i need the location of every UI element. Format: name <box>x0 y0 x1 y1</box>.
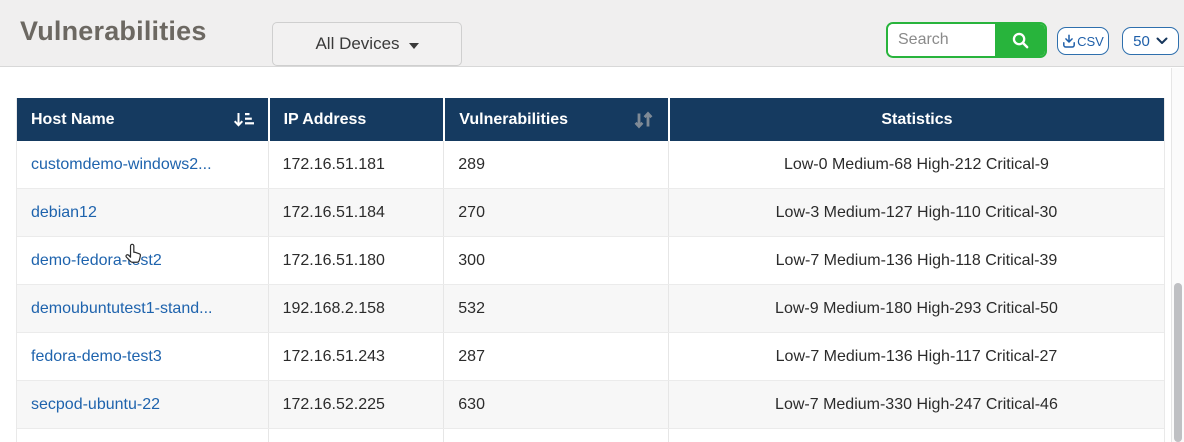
host-name-link[interactable]: demo-fedora-test2 <box>31 251 162 269</box>
ip-address-cell: 172.16.51.181 <box>267 141 444 188</box>
csv-export-button[interactable]: CSV <box>1057 27 1109 55</box>
caret-down-icon <box>408 42 419 49</box>
column-header-ip-address[interactable]: IP Address <box>267 98 444 141</box>
host-name-link[interactable]: debian12 <box>31 203 97 221</box>
vertical-scrollbar-track[interactable] <box>1171 68 1184 442</box>
csv-button-label: CSV <box>1077 33 1104 49</box>
vertical-scrollbar-thumb[interactable] <box>1174 283 1182 442</box>
vulnerabilities-table: Host Name IP Address Vulnerabilities <box>16 98 1165 442</box>
host-name-link[interactable]: demoubuntutest1-stand... <box>31 299 213 317</box>
table-row: secpod-ubuntu-22 172.16.52.225 630 Low-7… <box>17 381 1164 429</box>
ip-address-cell: 192.168.2.158 <box>267 285 444 332</box>
column-label: IP Address <box>283 110 367 128</box>
device-filter-dropdown[interactable]: All Devices <box>272 22 462 66</box>
ip-address-cell: 172.16.51.243 <box>267 333 444 380</box>
chevron-down-icon <box>1156 37 1168 45</box>
vulnerability-count-cell: 300 <box>443 237 668 284</box>
page-size-dropdown[interactable]: 50 <box>1122 27 1179 55</box>
device-filter-label: All Devices <box>315 34 400 53</box>
column-label: Host Name <box>31 110 115 128</box>
column-header-statistics: Statistics <box>667 98 1164 141</box>
host-name-link[interactable]: customdemo-windows2... <box>31 155 212 173</box>
search-input[interactable] <box>888 24 995 56</box>
table-row-partial <box>17 429 1164 442</box>
page-size-value: 50 <box>1133 32 1150 50</box>
table-body: customdemo-windows2... 172.16.51.181 289… <box>17 141 1164 442</box>
search-icon <box>1011 31 1030 50</box>
search-group <box>886 22 1047 58</box>
table-row: customdemo-windows2... 172.16.51.181 289… <box>17 141 1164 189</box>
vulnerability-count-cell: 532 <box>443 285 668 332</box>
ip-address-cell: 172.16.51.180 <box>267 237 444 284</box>
search-button[interactable] <box>995 24 1045 56</box>
statistics-cell: Low-7 Medium-136 High-117 Critical-27 <box>667 333 1164 380</box>
table-row: demoubuntutest1-stand... 192.168.2.158 5… <box>17 285 1164 333</box>
vulnerability-count-cell: 630 <box>443 381 668 428</box>
column-header-vulnerabilities[interactable]: Vulnerabilities <box>443 98 668 141</box>
table-row: debian12 172.16.51.184 270 Low-3 Medium-… <box>17 189 1164 237</box>
ip-address-cell: 172.16.52.225 <box>267 381 444 428</box>
vulnerability-count-cell: 270 <box>443 189 668 236</box>
vulnerability-count-cell: 287 <box>443 333 668 380</box>
table-row: fedora-demo-test3 172.16.51.243 287 Low-… <box>17 333 1164 381</box>
statistics-cell: Low-0 Medium-68 High-212 Critical-9 <box>667 141 1164 188</box>
sort-both-icon[interactable] <box>633 111 654 129</box>
statistics-cell: Low-9 Medium-180 High-293 Critical-50 <box>667 285 1164 332</box>
table-header-row: Host Name IP Address Vulnerabilities <box>17 98 1164 141</box>
statistics-cell: Low-7 Medium-330 High-247 Critical-46 <box>667 381 1164 428</box>
page-title: Vulnerabilities <box>20 16 207 46</box>
column-label: Statistics <box>881 110 953 128</box>
vulnerability-count-cell: 289 <box>443 141 668 188</box>
ip-address-cell: 172.16.51.184 <box>267 189 444 236</box>
download-icon <box>1062 33 1076 49</box>
host-name-link[interactable]: fedora-demo-test3 <box>31 347 162 365</box>
sort-descending-icon[interactable] <box>232 111 254 128</box>
toolbar: Vulnerabilities All Devices <box>0 0 1184 67</box>
host-name-link[interactable]: secpod-ubuntu-22 <box>31 395 160 413</box>
table-row: demo-fedora-test2 172.16.51.180 300 Low-… <box>17 237 1164 285</box>
statistics-cell: Low-3 Medium-127 High-110 Critical-30 <box>667 189 1164 236</box>
statistics-cell: Low-7 Medium-136 High-118 Critical-39 <box>667 237 1164 284</box>
column-header-host-name[interactable]: Host Name <box>17 98 268 141</box>
column-label: Vulnerabilities <box>459 110 569 128</box>
